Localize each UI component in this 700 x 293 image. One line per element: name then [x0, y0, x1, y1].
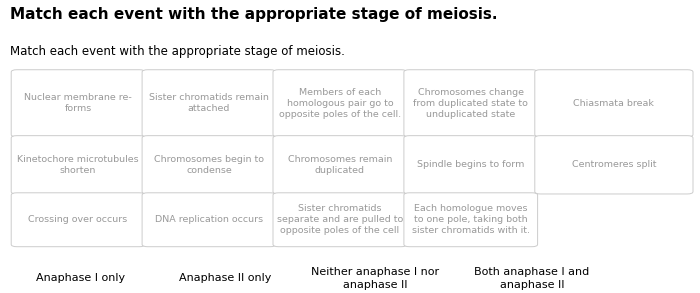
FancyBboxPatch shape [11, 193, 145, 247]
Text: Sister chromatids
separate and are pulled to
opposite poles of the cell: Sister chromatids separate and are pulle… [276, 204, 403, 235]
FancyBboxPatch shape [404, 70, 538, 137]
FancyBboxPatch shape [142, 193, 276, 247]
FancyBboxPatch shape [11, 70, 145, 137]
Text: Members of each
homologous pair go to
opposite poles of the cell.: Members of each homologous pair go to op… [279, 88, 401, 119]
Text: Crossing over occurs: Crossing over occurs [29, 215, 127, 224]
Text: Chromosomes begin to
condense: Chromosomes begin to condense [154, 155, 264, 175]
FancyBboxPatch shape [535, 70, 693, 137]
FancyBboxPatch shape [273, 70, 407, 137]
Text: Spindle begins to form: Spindle begins to form [417, 160, 524, 169]
FancyBboxPatch shape [404, 193, 538, 247]
Text: Neither anaphase I nor
anaphase II: Neither anaphase I nor anaphase II [311, 267, 440, 289]
FancyBboxPatch shape [273, 136, 407, 194]
Text: Each homologue moves
to one pole, taking both
sister chromatids with it.: Each homologue moves to one pole, taking… [412, 204, 530, 235]
FancyBboxPatch shape [142, 70, 276, 137]
Text: Match each event with the appropriate stage of meiosis.: Match each event with the appropriate st… [10, 7, 498, 22]
Text: Kinetochore microtubules
shorten: Kinetochore microtubules shorten [18, 155, 139, 175]
Text: Anaphase II only: Anaphase II only [179, 273, 272, 283]
Text: DNA replication occurs: DNA replication occurs [155, 215, 263, 224]
Text: Both anaphase I and
anaphase II: Both anaphase I and anaphase II [475, 267, 589, 289]
FancyBboxPatch shape [535, 136, 693, 194]
Text: Chromosomes change
from duplicated state to
unduplicated state: Chromosomes change from duplicated state… [413, 88, 528, 119]
Text: Centromeres split: Centromeres split [572, 160, 656, 169]
Text: Anaphase I only: Anaphase I only [36, 273, 125, 283]
FancyBboxPatch shape [404, 136, 538, 194]
Text: Sister chromatids remain
attached: Sister chromatids remain attached [149, 93, 269, 113]
FancyBboxPatch shape [142, 136, 276, 194]
Text: Chiasmata break: Chiasmata break [573, 99, 654, 108]
Text: Nuclear membrane re-
forms: Nuclear membrane re- forms [25, 93, 132, 113]
Text: Match each event with the appropriate stage of meiosis.: Match each event with the appropriate st… [10, 45, 345, 58]
FancyBboxPatch shape [273, 193, 407, 247]
FancyBboxPatch shape [11, 136, 145, 194]
Text: Chromosomes remain
duplicated: Chromosomes remain duplicated [288, 155, 392, 175]
